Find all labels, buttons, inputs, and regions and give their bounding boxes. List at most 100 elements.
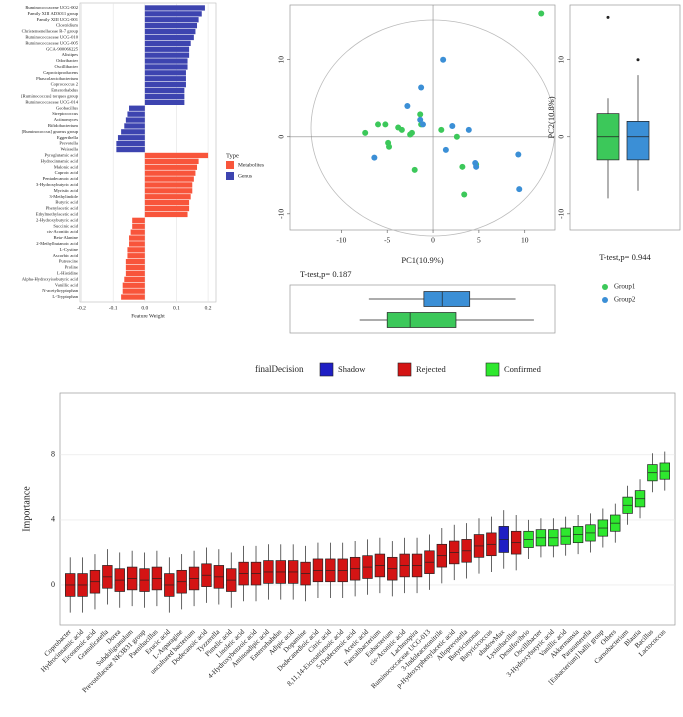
legend-label: Group2 [614, 296, 636, 304]
bar [144, 199, 190, 206]
bar-label: L-Tryptophan [52, 294, 78, 299]
x-axis-label: Feature Weight [131, 313, 165, 319]
legend-swatch [602, 297, 608, 303]
bar-label: Odoribacter [56, 58, 78, 63]
bar [122, 288, 145, 294]
bar-label: Ethylmethylacetic acid [36, 212, 79, 217]
bar [144, 194, 191, 200]
x-tick-label: 5 [477, 236, 481, 245]
plot-frame [289, 4, 556, 231]
bar-label: Ascorbic acid [53, 253, 79, 258]
bar [125, 117, 145, 123]
bar-label: Bifidobacterium [48, 123, 79, 128]
point [419, 121, 426, 128]
bar [144, 40, 191, 47]
box [386, 312, 457, 328]
y-tick-label: -10 [557, 209, 566, 219]
point [386, 143, 393, 150]
bar-label: Coprococcus 2 [51, 82, 79, 87]
bar [144, 17, 199, 23]
y-tick-label: 8 [51, 450, 55, 459]
bar [144, 76, 186, 82]
bar-label: Phenylacetic acid [46, 206, 79, 211]
legend-swatch [226, 172, 234, 180]
bar [116, 140, 145, 147]
point [404, 102, 411, 109]
bar-label: Putrescine [59, 259, 78, 264]
bar [129, 105, 145, 111]
bar [144, 22, 198, 29]
legend-swatch [319, 362, 334, 377]
x-tick-label: -5 [384, 236, 390, 245]
bar-label: Ruminococcaceae UCG-014 [25, 99, 78, 104]
legend-label: Metabolites [238, 162, 264, 168]
point [442, 146, 449, 153]
bar [116, 146, 145, 153]
legend-label: Group1 [614, 283, 636, 291]
point [417, 111, 424, 118]
point [516, 186, 523, 193]
bar [144, 87, 185, 94]
bar [144, 11, 202, 17]
bar-label: Alistipes [62, 52, 79, 57]
bar-label: L-Cystine [60, 247, 78, 252]
bar-label: Family XIII AD3011 group [28, 11, 79, 16]
bar-label: Malonic acid [54, 164, 79, 169]
bar-label: Caproic acid [55, 170, 79, 175]
legend-label: Shadow [338, 364, 366, 374]
x-tick-label: 0.1 [173, 305, 180, 311]
bar-label: Christensenellaceae R-7 group [22, 29, 79, 34]
bar-label: Butyric acid [55, 200, 78, 205]
legend-label: Confirmed [504, 364, 542, 374]
bar-label: [Ruminococcus] torques group [21, 94, 79, 99]
bar [144, 205, 190, 212]
bar-label: L-Histidine [57, 271, 78, 276]
y-tick-label: 10 [557, 56, 566, 64]
point [461, 191, 468, 198]
bar [144, 188, 193, 194]
bar-label: Caproiciproducens [43, 70, 78, 75]
bar [132, 217, 145, 224]
bar-label: 2-Methylbutanoic acid [36, 241, 78, 246]
bar [129, 235, 145, 241]
bar [144, 70, 186, 76]
legend-swatch [397, 362, 412, 377]
x-tick-label: 0 [431, 236, 435, 245]
bar [121, 294, 145, 300]
annotation: T-test,p= 0.944 [599, 252, 651, 262]
legend-label: Genus [238, 173, 252, 179]
point [362, 129, 369, 136]
point [440, 56, 447, 63]
x-tick-label: 10 [521, 236, 529, 245]
x-axis-label: PC1(10.9%) [401, 255, 443, 265]
bar-label: Streptococcus [52, 111, 78, 116]
x-tick-label: -0.2 [77, 305, 86, 311]
bar [122, 282, 145, 288]
bar [144, 52, 190, 58]
legend-swatch [602, 284, 608, 290]
bar [144, 81, 186, 88]
point [538, 10, 545, 17]
bar-label: Pentadecanoic acid [43, 176, 79, 181]
x-tick-label: 0.2 [205, 305, 212, 311]
legend-swatch [485, 362, 500, 377]
bar-label: Phascolarctobacterium [36, 76, 78, 81]
bar-label: Alpha-Hydroxyisobutyric acid [22, 276, 79, 281]
bar [144, 28, 196, 35]
legend-swatch [226, 161, 234, 169]
bar [124, 276, 145, 283]
bar-label: GCA-900066225 [46, 46, 79, 51]
point [371, 154, 378, 161]
y-tick-label: -10 [277, 209, 286, 219]
bar [125, 270, 145, 277]
bar [144, 64, 188, 70]
outlier [606, 15, 610, 19]
bar [132, 223, 145, 229]
point [411, 166, 418, 173]
outlier [636, 58, 640, 62]
bar-label: [Ruminococcus] gnavus group [22, 129, 79, 134]
y-tick-label: 0 [277, 135, 286, 139]
bar-label: Ruminococcaceae UCG-005 [25, 40, 78, 45]
bar [144, 211, 188, 218]
bar [117, 135, 145, 141]
